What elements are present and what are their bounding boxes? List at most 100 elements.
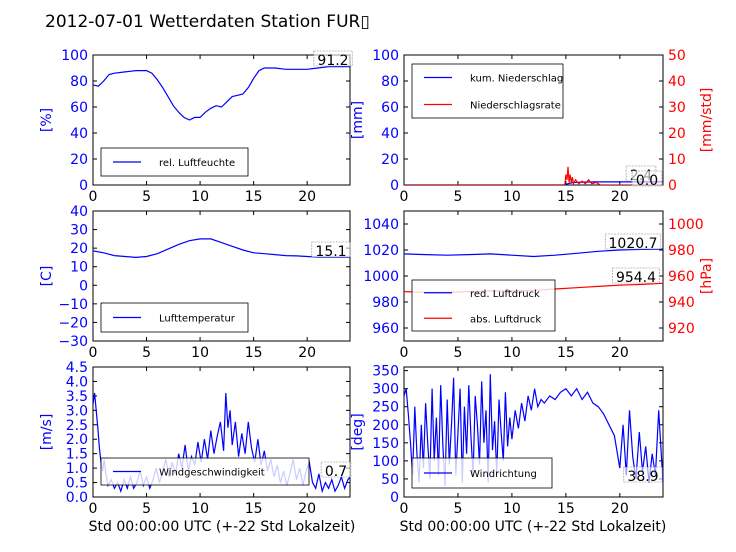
value-annotation: 0.0	[636, 173, 658, 189]
y-tick-label: 1.0	[66, 461, 88, 477]
y-tick-label: 80	[381, 74, 399, 90]
legend: Windgeschwindigkeit	[100, 457, 310, 486]
y-tick-label: 4.0	[66, 374, 88, 390]
y-tick-label: 980	[372, 295, 399, 311]
y-tick-label: −30	[58, 334, 88, 350]
y-tick-label: 200	[372, 418, 399, 434]
legend-label: Windgeschwindigkeit	[159, 468, 265, 479]
y-axis-label: [m/s]	[39, 414, 55, 451]
value-annotation-box	[313, 50, 353, 67]
y-right-tick-label: 980	[668, 243, 695, 259]
x-tick-label: 0	[89, 501, 98, 517]
x-tick-label: 0	[400, 345, 409, 361]
y-right-tick-label: 30	[668, 100, 686, 116]
chart-panel-6: 0 5 10 15 20050100150200250300350[deg]Windri…	[350, 364, 664, 517]
x-tick-label: 10	[503, 345, 521, 361]
y-axis-label: [%]	[39, 108, 55, 132]
legend-label: kum. Niederschlag	[470, 74, 563, 85]
y-right-tick-label: 1000	[668, 217, 704, 233]
y-tick-label: 1000	[363, 269, 399, 285]
series-line	[404, 248, 663, 258]
y-axis-label: [mm]	[350, 101, 366, 139]
legend-label: rel. Luftfeuchte	[159, 158, 235, 169]
x-tick-label: 10	[503, 501, 521, 517]
y-axis-label: [deg]	[350, 413, 366, 450]
x-tick-label: 10	[191, 345, 209, 361]
x-tick-label: 20	[298, 501, 316, 517]
x-axis-label-left: Std 00:00:00 UTC (+-22 Std Lokalzeit)	[89, 519, 356, 535]
y-tick-label: −20	[58, 315, 88, 331]
chart-panel-4: 0 5 10 15 20 960 980 1000 1020 1040 920 940 960 980 10…	[363, 210, 715, 361]
series-line	[93, 238, 350, 259]
value-annotation: 15.1	[315, 244, 346, 260]
y-tick-label: 0	[390, 178, 399, 194]
x-tick-label: 20	[611, 501, 629, 517]
y-tick-label: 2.0	[66, 432, 88, 448]
y-tick-label: 100	[372, 454, 399, 470]
x-tick-label: 10	[503, 189, 521, 205]
y-right-tick-label: 20	[668, 126, 686, 142]
value-annotation-box	[604, 233, 662, 250]
y-right-axis-label: [mm/std]	[699, 88, 715, 153]
series-line	[404, 374, 663, 487]
y-tick-label: 4.5	[66, 360, 88, 376]
y-tick-label: 60	[381, 100, 399, 116]
y-right-tick-label: 50	[668, 48, 686, 64]
y-right-axis-label: [hPa]	[699, 258, 715, 294]
x-tick-label: 5	[453, 189, 462, 205]
legend-box	[411, 279, 556, 332]
legend-label: red. Luftdruck	[470, 289, 540, 300]
chart-panel-1: 0 5 10 15 20 0 20 40 60 80 100 [%] rel. Luftfeuchte 9…	[39, 48, 353, 205]
value-annotation-box	[623, 466, 663, 483]
y-tick-label: 1040	[363, 217, 399, 233]
y-tick-label: 1020	[363, 243, 399, 259]
x-tick-label: 0	[89, 345, 98, 361]
legend: red. Luftdruck abs. Luftdruck	[411, 279, 556, 332]
y-tick-label: 150	[372, 436, 399, 452]
y-tick-label: 60	[70, 100, 88, 116]
value-annotation: 91.2	[317, 53, 348, 69]
value-annotation: 1020.7	[609, 236, 658, 252]
y-tick-label: 0.5	[66, 476, 88, 492]
y-right-tick-label: 10	[668, 152, 686, 168]
y-tick-label: 3.0	[66, 403, 88, 419]
chart-panel-5: 0 5 10 15 20 0.00.51.01.52.02.53.03.54.04.5 [m…	[39, 360, 352, 517]
series-line	[93, 66, 350, 121]
legend-label: Windrichtung	[470, 469, 537, 480]
x-tick-label: 15	[557, 501, 575, 517]
value-annotation-box	[612, 267, 660, 284]
value-annotation: 954.4	[616, 270, 656, 286]
legend-box	[100, 147, 249, 177]
x-tick-label: 0	[400, 189, 409, 205]
figure-title: 2012-07-01 Wetterdaten Station FUR▯	[45, 12, 370, 32]
y-right-tick-label: 920	[668, 321, 695, 337]
x-tick-label: 10	[191, 189, 209, 205]
y-tick-label: 250	[372, 400, 399, 416]
chart-panel-3: 0 5 10 15 20 −30 −20 −10 0 10 20 30 40 [C] Lufttempera…	[39, 204, 351, 361]
legend-label: Lufttemperatur	[159, 314, 236, 325]
x-tick-label: 10	[191, 501, 209, 517]
x-tick-label: 15	[245, 501, 263, 517]
x-tick-label: 5	[142, 189, 151, 205]
y-tick-label: 3.5	[66, 389, 88, 405]
chart-panel-2: 0 5 10 15 20 0 20 40 60 80 100 0 10 20 30 40 50 [mm] [mm/s…	[350, 48, 715, 205]
y-tick-label: 40	[70, 204, 88, 220]
series-line	[404, 166, 663, 185]
legend-box	[411, 63, 564, 119]
y-tick-label: 20	[70, 152, 88, 168]
y-tick-label: 300	[372, 382, 399, 398]
value-annotation: 38.9	[627, 469, 658, 485]
y-tick-label: 40	[381, 126, 399, 142]
y-tick-label: 1.5	[66, 447, 88, 463]
value-annotation: 0.7	[325, 464, 347, 480]
y-tick-label: 350	[372, 364, 399, 380]
x-tick-label: 5	[453, 501, 462, 517]
x-axis-label-right: Std 00:00:00 UTC (+-22 Std Lokalzeit)	[400, 519, 667, 535]
x-tick-label: 5	[453, 345, 462, 361]
x-tick-label: 15	[557, 189, 575, 205]
y-tick-label: 10	[70, 260, 88, 276]
y-tick-label: 20	[70, 241, 88, 257]
value-annotation-box	[311, 241, 351, 258]
